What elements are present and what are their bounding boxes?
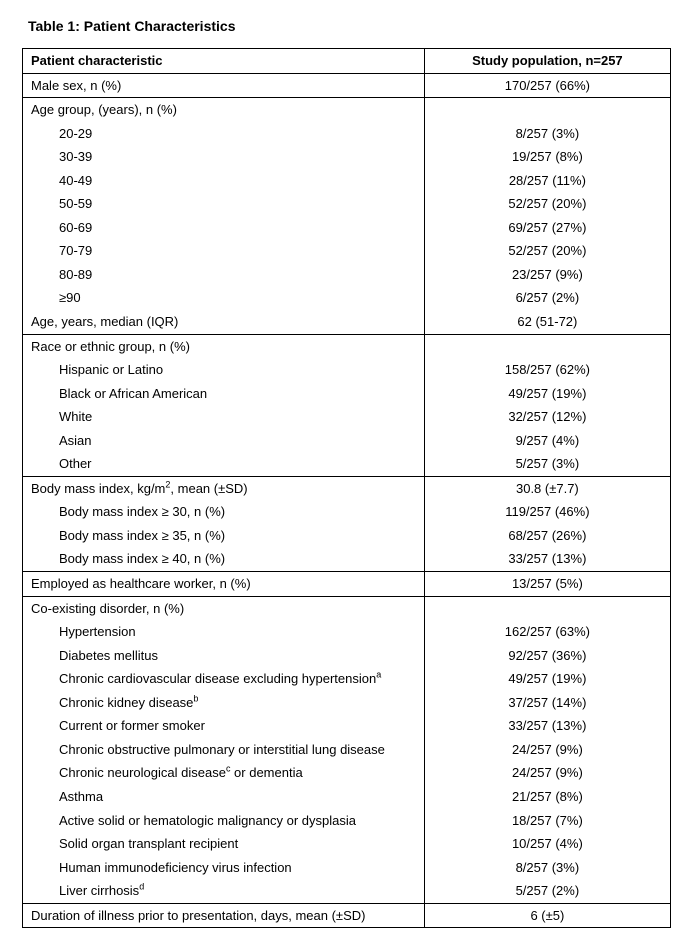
row-label: Current or former smoker [23, 714, 425, 738]
row-value: 33/257 (13%) [424, 714, 670, 738]
row-section-label: Race or ethnic group, n (%) [23, 334, 425, 358]
row-label: Liver cirrhosisd [23, 879, 425, 903]
row-label: Chronic cardiovascular disease excluding… [23, 667, 425, 691]
row-value [424, 334, 670, 358]
row-label: Hypertension [23, 620, 425, 644]
row-value: 119/257 (46%) [424, 500, 670, 524]
row-section-label: Male sex, n (%) [23, 73, 425, 98]
row-value: 8/257 (3%) [424, 856, 670, 880]
row-value: 5/257 (2%) [424, 879, 670, 903]
row-value: 62 (51-72) [424, 310, 670, 334]
row-value: 24/257 (9%) [424, 738, 670, 762]
row-value: 28/257 (11%) [424, 169, 670, 193]
row-section-label: Age group, (years), n (%) [23, 98, 425, 122]
row-label: Asian [23, 429, 425, 453]
row-value: 18/257 (7%) [424, 809, 670, 833]
row-value: 21/257 (8%) [424, 785, 670, 809]
row-label: Asthma [23, 785, 425, 809]
row-value: 170/257 (66%) [424, 73, 670, 98]
row-label: White [23, 405, 425, 429]
row-label: 50-59 [23, 192, 425, 216]
row-label: Chronic neurological diseasec or dementi… [23, 761, 425, 785]
row-label: 70-79 [23, 239, 425, 263]
patient-characteristics-table: Patient characteristic Study population,… [22, 48, 671, 928]
row-value: 8/257 (3%) [424, 122, 670, 146]
row-label: Human immunodeficiency virus infection [23, 856, 425, 880]
row-label: Diabetes mellitus [23, 644, 425, 668]
row-label: 80-89 [23, 263, 425, 287]
row-label: Other [23, 452, 425, 476]
row-label: Age, years, median (IQR) [23, 310, 425, 334]
row-value: 32/257 (12%) [424, 405, 670, 429]
row-label: ≥90 [23, 286, 425, 310]
row-value [424, 98, 670, 122]
row-label: Active solid or hematologic malignancy o… [23, 809, 425, 833]
row-value: 9/257 (4%) [424, 429, 670, 453]
row-label: Body mass index ≥ 40, n (%) [23, 547, 425, 571]
row-value: 49/257 (19%) [424, 667, 670, 691]
row-label: 20-29 [23, 122, 425, 146]
row-value: 52/257 (20%) [424, 239, 670, 263]
row-section-label: Employed as healthcare worker, n (%) [23, 572, 425, 597]
row-label: Body mass index ≥ 30, n (%) [23, 500, 425, 524]
row-label: 30-39 [23, 145, 425, 169]
row-value: 30.8 (±7.7) [424, 476, 670, 500]
row-value: 19/257 (8%) [424, 145, 670, 169]
row-value: 23/257 (9%) [424, 263, 670, 287]
row-value: 13/257 (5%) [424, 572, 670, 597]
row-value: 33/257 (13%) [424, 547, 670, 571]
row-label: 40-49 [23, 169, 425, 193]
row-label: Chronic kidney diseaseb [23, 691, 425, 715]
row-value: 52/257 (20%) [424, 192, 670, 216]
row-label: Black or African American [23, 382, 425, 406]
row-value: 24/257 (9%) [424, 761, 670, 785]
row-label: Body mass index ≥ 35, n (%) [23, 524, 425, 548]
row-section-label: Body mass index, kg/m2, mean (±SD) [23, 476, 425, 500]
row-value: 92/257 (36%) [424, 644, 670, 668]
row-section-label: Duration of illness prior to presentatio… [23, 903, 425, 928]
row-label: Solid organ transplant recipient [23, 832, 425, 856]
row-value: 49/257 (19%) [424, 382, 670, 406]
header-population: Study population, n=257 [424, 49, 670, 74]
row-value: 6/257 (2%) [424, 286, 670, 310]
table-title: Table 1: Patient Characteristics [28, 18, 671, 34]
row-value: 158/257 (62%) [424, 358, 670, 382]
row-label: 60-69 [23, 216, 425, 240]
row-value: 6 (±5) [424, 903, 670, 928]
row-value: 69/257 (27%) [424, 216, 670, 240]
row-label: Hispanic or Latino [23, 358, 425, 382]
row-label: Chronic obstructive pulmonary or interst… [23, 738, 425, 762]
row-value: 10/257 (4%) [424, 832, 670, 856]
row-value: 68/257 (26%) [424, 524, 670, 548]
header-characteristic: Patient characteristic [23, 49, 425, 74]
row-value: 37/257 (14%) [424, 691, 670, 715]
row-section-label: Co-existing disorder, n (%) [23, 596, 425, 620]
row-value: 162/257 (63%) [424, 620, 670, 644]
row-value [424, 596, 670, 620]
row-value: 5/257 (3%) [424, 452, 670, 476]
